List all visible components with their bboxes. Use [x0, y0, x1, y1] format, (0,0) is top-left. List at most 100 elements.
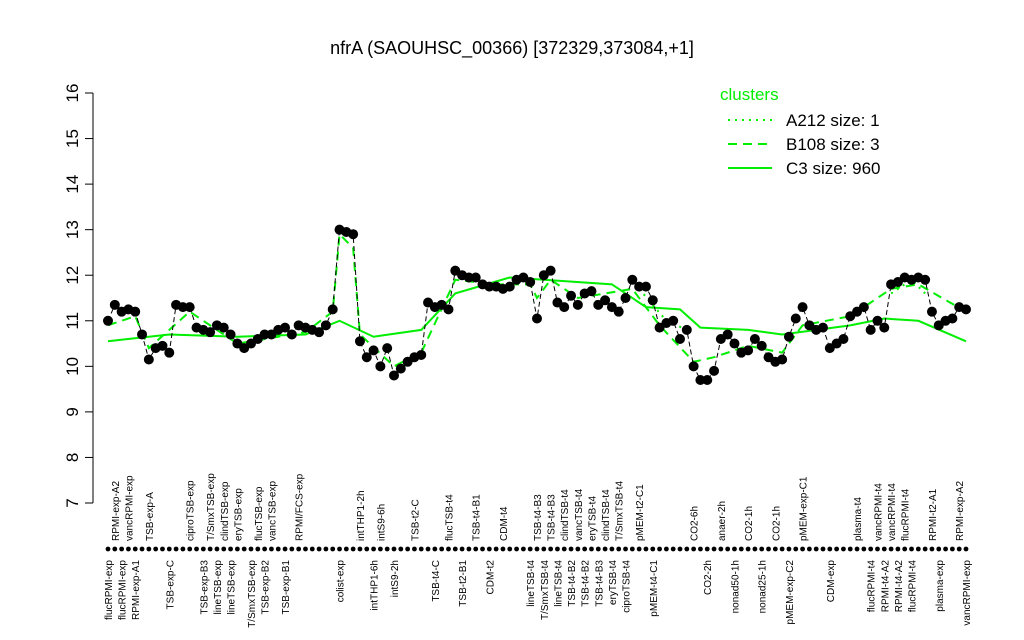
- x-tick-label: flucRPMI-t4: [901, 488, 912, 541]
- strip-dot: [309, 546, 315, 552]
- x-tick-label: TSB-t4-B2: [567, 560, 578, 607]
- strip-dot: [943, 546, 948, 552]
- strip-dot: [568, 546, 574, 552]
- x-tick-label: CO2-1h: [771, 506, 782, 541]
- sample-point: [109, 299, 120, 310]
- strip-dot: [384, 546, 390, 552]
- x-tick-label: vancRPMI-t4: [873, 483, 884, 541]
- strip-dot: [166, 546, 172, 552]
- sample-point: [368, 345, 379, 356]
- x-tick-label: intTHP1-6h: [370, 560, 381, 611]
- x-tick-label: TSB-exp-B1: [281, 560, 292, 615]
- strip-dot: [786, 546, 792, 552]
- sample-point: [824, 343, 835, 354]
- x-tick-label: ciproTSB-t4: [622, 560, 633, 613]
- sample-point: [715, 334, 726, 344]
- sample-point: [675, 334, 685, 344]
- strip-dot: [732, 546, 737, 552]
- strip-dot: [963, 546, 969, 552]
- strip-dot: [432, 546, 438, 552]
- strip-dot: [228, 546, 233, 552]
- sample-point: [749, 334, 760, 344]
- strip-dot: [500, 546, 506, 552]
- sample-point: [681, 324, 692, 335]
- x-tick-label: CDM-exp: [826, 560, 837, 603]
- strip-dot: [868, 546, 874, 552]
- cluster-line: [890, 278, 926, 295]
- legend-label: A212 size: 1: [786, 111, 880, 130]
- sample-point: [327, 304, 338, 315]
- strip-dot: [636, 546, 642, 552]
- y-tick-label: 10: [63, 357, 82, 376]
- y-tick-label: 12: [63, 266, 82, 285]
- strip-dot: [582, 546, 588, 552]
- x-tick-label: eryTSB-exp: [233, 488, 244, 541]
- sample-point: [702, 375, 713, 385]
- strip-dot: [187, 546, 193, 552]
- strip-dot: [269, 546, 274, 552]
- strip-dot: [643, 546, 649, 552]
- sample-point: [375, 361, 386, 372]
- sample-point: [559, 302, 570, 313]
- strip-dot: [534, 546, 540, 552]
- sample-point: [804, 320, 815, 331]
- cluster-line: [107, 276, 967, 343]
- x-tick-label: RPMI-t2-A1: [928, 488, 939, 541]
- strip-dot: [684, 546, 690, 552]
- strip-dot: [234, 546, 240, 552]
- sample-point: [143, 354, 154, 365]
- x-tick-label: TSB-exp-B2: [261, 560, 272, 615]
- strip-dot: [841, 546, 846, 552]
- strip-dot: [806, 546, 812, 552]
- strip-dot: [922, 546, 928, 552]
- sample-point: [361, 352, 372, 363]
- strip-dot: [330, 546, 336, 552]
- sample-point: [532, 313, 542, 324]
- sample-point: [450, 265, 461, 276]
- y-tick-label: 11: [63, 312, 82, 330]
- sample-point: [845, 311, 856, 322]
- x-tick-label: RPMI-exp-A1: [131, 560, 142, 620]
- strip-dot: [663, 546, 669, 552]
- strip-dot: [466, 546, 472, 552]
- sample-point: [600, 295, 611, 306]
- strip-dot: [132, 546, 138, 552]
- x-tick-label: flucRPMI-exp: [104, 560, 115, 620]
- sample-point: [184, 302, 195, 313]
- strip-dot: [895, 546, 901, 552]
- sample-point: [566, 290, 577, 301]
- sample-point: [838, 334, 849, 344]
- x-tick-label: T/SmxTSB-t4: [540, 560, 551, 620]
- strip-dot: [820, 546, 826, 552]
- strip-dot: [459, 546, 465, 552]
- sample-point: [668, 315, 679, 326]
- strip-dot: [915, 546, 921, 552]
- strip-dot: [200, 546, 206, 552]
- sample-point: [470, 272, 481, 283]
- strip-dot: [262, 546, 268, 552]
- x-tick-label: pMEM-exp-C2: [785, 560, 796, 625]
- sample-point: [205, 327, 216, 338]
- strip-dot: [657, 546, 662, 552]
- strip-dot: [173, 546, 179, 552]
- strip-dot: [759, 546, 765, 552]
- x-tick-label: RPMI-t4-A2: [880, 560, 891, 613]
- x-tick-label: lineTSB-t4: [526, 560, 537, 607]
- sample-point: [654, 322, 665, 333]
- sample-point: [743, 345, 754, 356]
- x-tick-label: RPMI-exp-A2: [955, 481, 966, 541]
- strip-dot: [221, 546, 227, 552]
- strip-dot: [112, 546, 118, 552]
- strip-dot: [364, 546, 370, 552]
- y-tick-label: 9: [63, 407, 82, 416]
- sample-point: [572, 299, 583, 310]
- strip-dot: [629, 546, 635, 552]
- strip-dot: [248, 546, 254, 552]
- x-tick-label: flucTSB-exp: [254, 486, 265, 541]
- sample-point: [314, 327, 325, 338]
- sample-point: [818, 322, 828, 333]
- strip-dot: [881, 546, 887, 552]
- sample-point: [538, 270, 549, 281]
- sample-point: [320, 320, 331, 331]
